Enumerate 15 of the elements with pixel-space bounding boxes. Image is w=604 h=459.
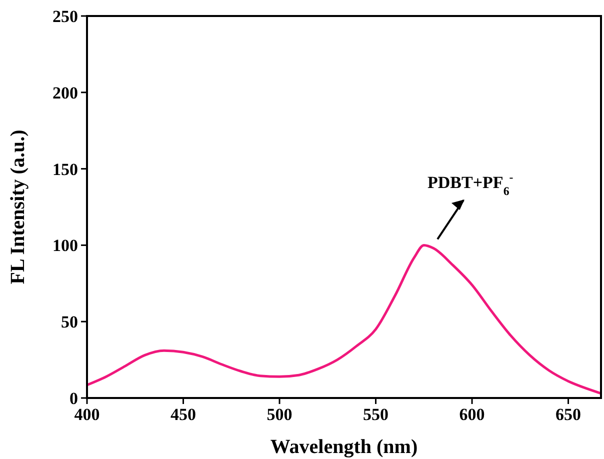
y-tick-label: 0 [70, 388, 78, 408]
y-tick-label: 100 [52, 236, 78, 256]
x-tick-label: 450 [170, 405, 196, 424]
x-tick-label: 400 [74, 405, 100, 424]
x-tick-label: 650 [556, 405, 582, 424]
x-axis-title: Wavelength (nm) [270, 436, 418, 458]
x-tick-label: 600 [459, 405, 485, 424]
x-tick-label: 550 [363, 405, 389, 424]
y-tick-label: 250 [52, 6, 78, 26]
y-tick-label: 50 [61, 312, 78, 332]
y-tick-label: 200 [52, 83, 78, 102]
y-tick-label: 150 [52, 160, 78, 179]
x-tick-label: 500 [266, 405, 292, 424]
y-axis-title: FL Intensity (a.u.) [7, 130, 29, 284]
line-series [86, 244, 602, 395]
